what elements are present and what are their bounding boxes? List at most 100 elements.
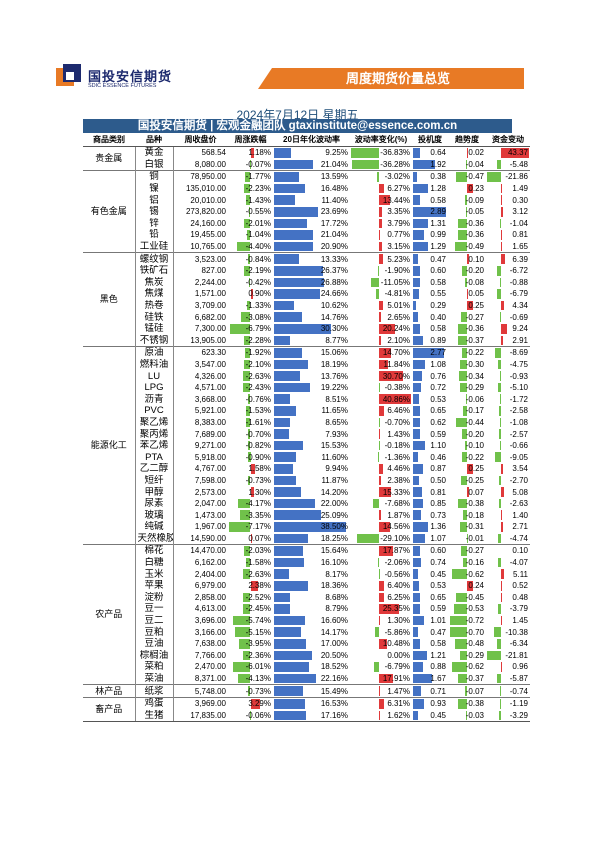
commodity-name: 螺纹钢 [134,252,174,265]
capital-flow-value: 1.49 [512,184,528,194]
speculation-degree: 0.65 [412,405,448,417]
trend-degree-value: -0.72 [465,616,484,626]
weekly-change-value: -2.28% [245,335,271,345]
col-header: 波动率变化(%) [350,133,412,147]
data-bar [498,604,501,614]
data-bar [459,359,467,370]
weekly-change-value: 0.07% [248,533,271,543]
table-row: PVC 5,921.00 -1.53% 11.65% 6.46% 0.65 -0.17 -2.… [83,405,530,417]
trend-degree: -0.06 [448,393,486,405]
data-bar [379,323,395,334]
trend-degree: -0.37 [448,335,486,347]
speculation-degree-value: 1.28 [430,184,446,194]
data-bar [378,417,380,428]
commodity-name: 天然橡胶 [134,532,174,545]
speculation-degree: 0.72 [412,382,448,394]
commodity-name: 菜油 [134,672,174,685]
volatility-20d: 18.25% [273,533,350,545]
close-price-value: 5,921.00 [194,406,226,416]
data-bar [413,183,428,194]
data-bar [467,183,473,194]
commodity-name: 豆油 [134,637,174,650]
table-row: 能源化工 原油 623.30 -1.92% 15.06% 14.70% 2.77 -0.22-… [83,346,530,545]
commodity-name: 玻璃 [134,509,174,521]
data-bar [454,604,467,614]
capital-flow-value: 0.48 [512,592,528,602]
speculation-degree-value: 0.73 [430,510,446,520]
trend-degree-value: -0.38 [465,499,484,509]
volatility-20d-value: 11.87% [321,475,348,485]
data-bar [274,218,308,229]
weekly-change: -4.17% [228,498,273,510]
table-row: 甲醇 2,573.00 1.30% 14.20% 15.33% 0.81 0.07 5.08 [83,486,530,498]
volatility-change-value: 1.47% [387,686,410,696]
volatility-20d-value: 18.36% [320,581,348,591]
speculation-degree: 0.40 [412,311,448,323]
commodity-name: 菜粕 [134,661,174,673]
weekly-change: -2.45% [228,603,273,615]
trend-degree-value: -0.47 [465,172,484,182]
data-bar [458,218,467,229]
data-bar [413,323,420,334]
data-bar [465,206,467,217]
trend-degree-value: 0.10 [468,254,484,264]
table-row: 铁矿石 827.00 -2.19% 26.37% -1.90% 0.60 -0.20 -6.7… [83,264,530,277]
commodity-name: 聚丙烯 [134,428,174,440]
volatility-20d: 15.64% [273,544,350,557]
weekly-change: -0.90% [228,451,273,463]
speculation-degree-value: 0.62 [430,417,446,427]
volatility-20d-value: 38.50% [320,522,348,532]
close-price: 2,404.00 [173,568,228,580]
volatility-20d: 15.06% [273,346,350,359]
volatility-20d: 24.66% [273,288,350,300]
volatility-20d-value: 14.17% [320,627,348,637]
data-bar [245,417,251,428]
volatility-change: -5.86% [350,626,412,638]
trend-degree: -0.27 [448,311,486,323]
volatility-change: 5.23% [350,252,412,265]
close-price-value: 2,244.00 [194,277,226,287]
data-bar [413,359,426,370]
weekly-change-value: -1.61% [245,417,271,427]
capital-flow-value: -1.72 [509,394,528,404]
weekly-change: -1.92% [228,346,273,359]
weekly-change-value: 0.90% [248,289,271,299]
data-bar [274,475,297,486]
trend-degree: -0.07 [448,684,486,698]
volatility-20d: 13.76% [273,370,350,382]
trend-degree-value: -0.04 [465,159,484,169]
close-price-value: 3,166.00 [194,627,226,637]
weekly-change-value: -2.23% [245,184,271,194]
data-bar [460,312,467,322]
close-price-value: 2,573.00 [194,487,226,497]
weekly-change: -6.79% [228,323,273,335]
data-bar [238,673,251,684]
close-price-value: 4,613.00 [194,604,226,614]
data-bar [494,627,501,637]
weekly-change-value: -4.17% [245,499,271,509]
volatility-20d: 14.20% [273,486,350,498]
close-price: 13,905.00 [173,335,228,347]
table-row: 锌 24,160.00 -2.01% 17.72% 3.79% 1.31 -0.36 -1.0… [83,217,530,230]
data-bar [351,159,380,170]
table-row: 白银 8,080.00 -0.07% 21.04% -36.28% 1.92 -0.04 -5… [83,158,530,171]
weekly-change: 0.07% [228,533,273,545]
data-bar [274,312,302,322]
weekly-change-value: 1.30% [248,487,271,497]
close-price-value: 7,638.00 [194,639,226,649]
trend-degree-value: -0.06 [465,394,484,404]
data-bar [250,464,256,474]
volatility-change: 25.35% [350,603,412,615]
trend-degree: -0.20 [448,428,486,440]
report-banner: 周度期货价量总览 [258,68,524,89]
commodity-name: 棉花 [134,544,174,557]
close-price: 2,244.00 [173,277,228,289]
data-bar [274,686,304,696]
data-bar [413,498,423,509]
data-bar [274,230,314,240]
close-price-value: 6,682.00 [194,312,226,322]
volatility-change-value: -2.06% [384,558,410,568]
volatility-20d: 18.36% [273,580,350,592]
data-bar [243,650,251,661]
weekly-change: -1.58% [228,557,273,569]
